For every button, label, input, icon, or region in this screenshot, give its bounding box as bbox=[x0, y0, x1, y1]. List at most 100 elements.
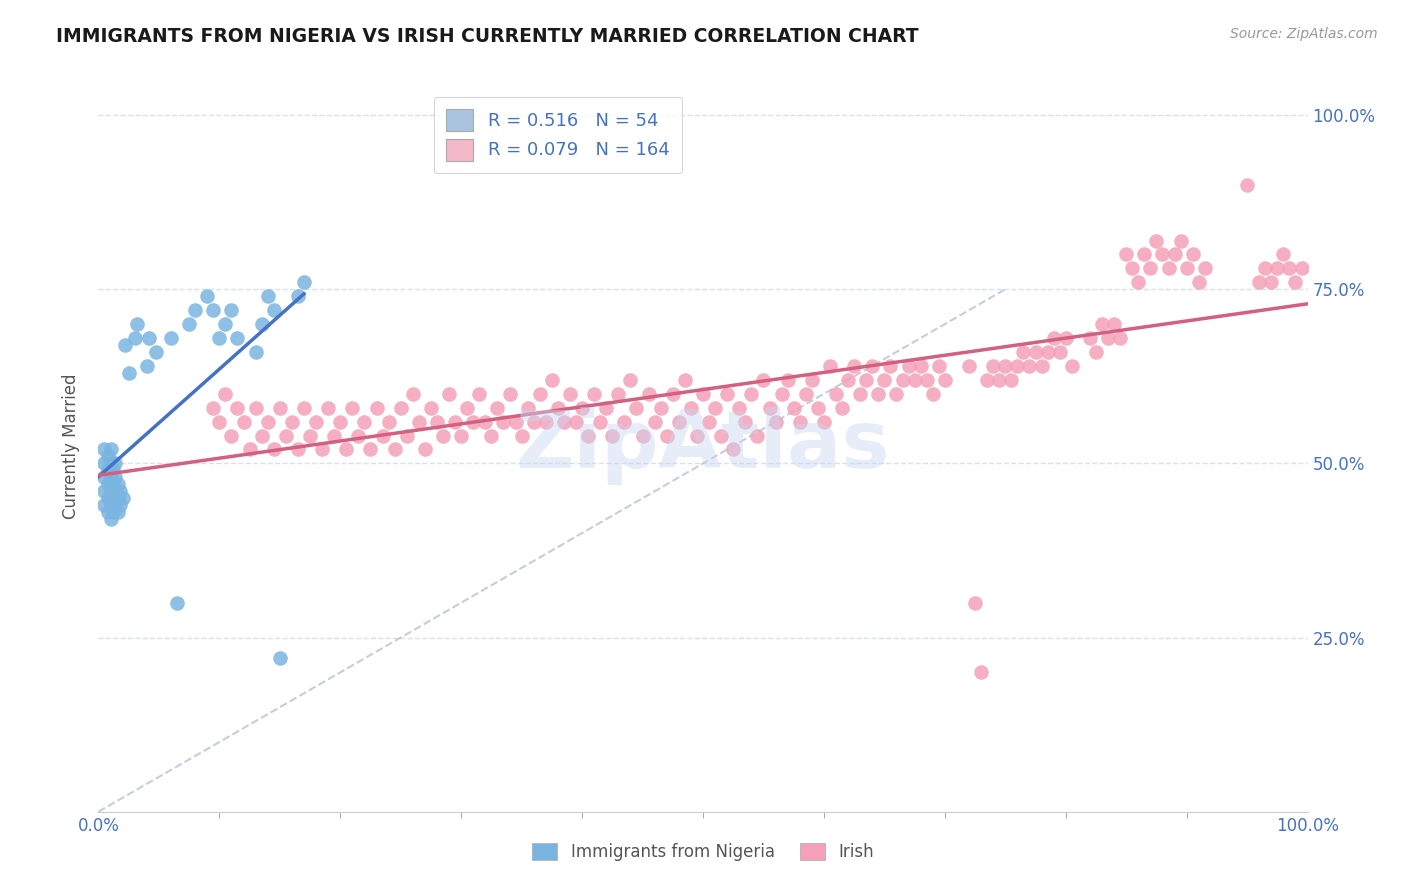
Point bbox=[135, 359, 157, 373]
Point bbox=[292, 401, 315, 415]
Point bbox=[287, 289, 309, 303]
Point bbox=[93, 470, 115, 484]
Point bbox=[747, 428, 769, 442]
Point bbox=[697, 415, 720, 429]
Point bbox=[342, 401, 364, 415]
Point bbox=[849, 386, 872, 401]
Point bbox=[101, 463, 124, 477]
Legend: Immigrants from Nigeria, Irish: Immigrants from Nigeria, Irish bbox=[524, 834, 882, 869]
Point bbox=[408, 415, 430, 429]
Text: Source: ZipAtlas.com: Source: ZipAtlas.com bbox=[1230, 27, 1378, 41]
Point bbox=[613, 415, 636, 429]
Point bbox=[1054, 331, 1077, 345]
Point bbox=[602, 428, 624, 442]
Point bbox=[765, 415, 787, 429]
Point bbox=[807, 401, 830, 415]
Point bbox=[1146, 234, 1168, 248]
Point bbox=[860, 359, 883, 373]
Point bbox=[1036, 345, 1059, 359]
Point bbox=[93, 442, 115, 457]
Point bbox=[1091, 317, 1114, 331]
Point bbox=[101, 491, 124, 506]
Point bbox=[619, 373, 641, 387]
Point bbox=[904, 373, 927, 387]
Point bbox=[274, 428, 297, 442]
Point bbox=[97, 505, 120, 519]
Point bbox=[97, 491, 120, 506]
Point bbox=[195, 289, 218, 303]
Point bbox=[868, 386, 890, 401]
Point bbox=[118, 366, 141, 380]
Point bbox=[108, 498, 131, 512]
Point bbox=[571, 401, 593, 415]
Point bbox=[335, 442, 357, 457]
Point bbox=[353, 415, 375, 429]
Point bbox=[287, 442, 309, 457]
Point bbox=[100, 512, 122, 526]
Point bbox=[740, 386, 762, 401]
Point bbox=[456, 401, 478, 415]
Point bbox=[463, 415, 485, 429]
Point bbox=[915, 373, 938, 387]
Point bbox=[897, 359, 920, 373]
Point bbox=[661, 386, 683, 401]
Point bbox=[1188, 275, 1211, 289]
Point bbox=[1121, 261, 1143, 276]
Point bbox=[221, 428, 243, 442]
Point bbox=[93, 484, 115, 499]
Point bbox=[160, 331, 183, 345]
Point bbox=[673, 373, 696, 387]
Point bbox=[114, 338, 136, 352]
Point bbox=[1170, 234, 1192, 248]
Point bbox=[981, 359, 1004, 373]
Point bbox=[1152, 247, 1174, 261]
Point bbox=[558, 386, 581, 401]
Point bbox=[1291, 261, 1313, 276]
Point bbox=[976, 373, 998, 387]
Point bbox=[626, 401, 648, 415]
Point bbox=[723, 442, 745, 457]
Point bbox=[1049, 345, 1071, 359]
Point bbox=[97, 463, 120, 477]
Point bbox=[965, 596, 987, 610]
Point bbox=[1194, 261, 1216, 276]
Point bbox=[1097, 331, 1119, 345]
Point bbox=[107, 491, 129, 506]
Point bbox=[450, 428, 472, 442]
Point bbox=[679, 401, 702, 415]
Point bbox=[97, 477, 120, 491]
Point bbox=[800, 373, 823, 387]
Point bbox=[93, 498, 115, 512]
Point bbox=[256, 415, 278, 429]
Point bbox=[704, 401, 727, 415]
Point bbox=[316, 401, 339, 415]
Point bbox=[1133, 247, 1156, 261]
Point bbox=[202, 303, 225, 318]
Point bbox=[468, 386, 491, 401]
Point bbox=[516, 401, 538, 415]
Point bbox=[371, 428, 394, 442]
Text: ZipAtlas: ZipAtlas bbox=[516, 407, 890, 485]
Point bbox=[269, 401, 291, 415]
Point bbox=[565, 415, 588, 429]
Point bbox=[928, 359, 950, 373]
Point bbox=[650, 401, 672, 415]
Point bbox=[1267, 261, 1289, 276]
Point bbox=[250, 317, 273, 331]
Point bbox=[250, 428, 273, 442]
Point bbox=[813, 415, 835, 429]
Point bbox=[104, 498, 127, 512]
Point bbox=[104, 484, 127, 499]
Point bbox=[107, 505, 129, 519]
Point bbox=[1109, 331, 1132, 345]
Point bbox=[1236, 178, 1258, 192]
Point bbox=[534, 415, 557, 429]
Point bbox=[395, 428, 418, 442]
Point bbox=[208, 415, 231, 429]
Point bbox=[734, 415, 756, 429]
Point bbox=[1042, 331, 1064, 345]
Point bbox=[101, 477, 124, 491]
Point bbox=[1254, 261, 1277, 276]
Point bbox=[776, 373, 799, 387]
Point bbox=[825, 386, 848, 401]
